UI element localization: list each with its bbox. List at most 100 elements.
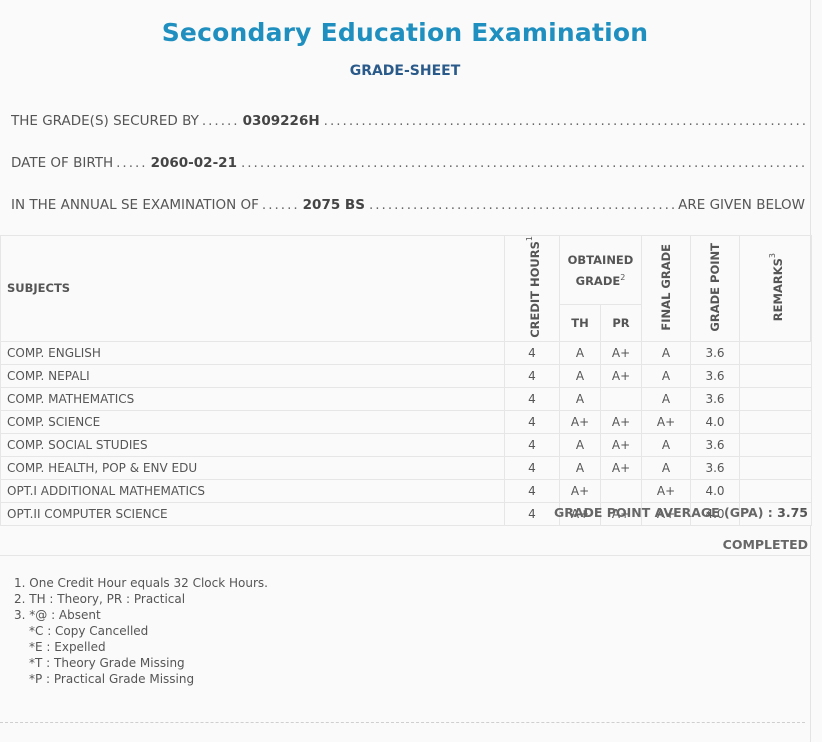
footnote: *P : Practical Grade Missing: [29, 672, 195, 686]
status-text: COMPLETED: [722, 537, 808, 552]
footnote: 1. One Credit Hour equals 32 Clock Hours…: [14, 576, 268, 590]
page-title: Secondary Education Examination: [161, 18, 649, 47]
grade-table: SUBJECTS CREDIT HOURS1 OBTAINED GRADE2 F…: [0, 234, 812, 526]
grade-point-cell: 4.0: [690, 501, 740, 526]
footnotes: 1. One Credit Hour equals 32 Clock Hours…: [14, 575, 268, 687]
th-grade-cell: A: [559, 432, 601, 457]
subject-cell: OPT.II COMPUTER SCIENCE: [0, 501, 505, 526]
subject-cell: COMP. MATHEMATICS: [0, 386, 505, 411]
dob-line: DATE OF BIRTH ..... 2060-02-21 .........…: [11, 155, 805, 171]
pr-grade-cell: A+: [600, 363, 642, 388]
final-grade-cell: A: [641, 340, 691, 365]
obtained-grade-header: OBTAINED GRADE2: [559, 234, 642, 306]
exam-label: IN THE ANNUAL SE EXAMINATION OF: [11, 197, 259, 213]
divider: [0, 555, 810, 556]
pr-grade-cell: A+: [600, 455, 642, 480]
final-grade-header: FINAL GRADE: [641, 235, 691, 342]
table-row: COMP. HEALTH, POP & ENV EDU 4 A A+ A 3.6: [0, 455, 812, 480]
pr-grade-cell: A+: [600, 340, 642, 365]
credit-cell: 4: [504, 478, 560, 503]
remarks-cell: [739, 409, 812, 434]
remarks-cell: [739, 386, 812, 411]
table-row: COMP. SCIENCE 4 A+ A+ A+ 4.0: [0, 409, 812, 434]
remarks-cell: [739, 363, 812, 388]
th-header: TH: [559, 304, 601, 342]
credit-cell: 4: [504, 386, 560, 411]
credit-cell: 4: [504, 409, 560, 434]
dot-leader-fill: ........................................…: [240, 155, 805, 171]
dob-value: 2060-02-21: [150, 155, 237, 171]
pr-grade-cell: [600, 386, 642, 411]
exam-year: 2075 BS: [302, 197, 365, 213]
grade-point-header: GRADE POINT: [690, 235, 740, 342]
page-subtitle: GRADE-SHEET: [349, 63, 461, 79]
gpa-label: GRADE POINT AVERAGE (GPA) :: [553, 505, 773, 520]
grade-point-cell: 3.6: [690, 363, 740, 388]
table-row: OPT.II COMPUTER SCIENCE 4 A+ A+ A+ 4.0: [0, 501, 812, 526]
table-row: COMP. ENGLISH 4 A A+ A 3.6: [0, 340, 812, 365]
pr-grade-cell: A+: [600, 409, 642, 434]
footnote: *E : Expelled: [29, 640, 106, 654]
pr-grade-cell: [600, 478, 642, 503]
subjects-header: SUBJECTS: [0, 235, 505, 342]
th-grade-cell: A: [559, 363, 601, 388]
credit-cell: 4: [504, 432, 560, 457]
subject-cell: COMP. SOCIAL STUDIES: [0, 432, 505, 457]
pr-header: PR: [600, 304, 642, 342]
grade-point-cell: 3.6: [690, 386, 740, 411]
gpa-line: GRADE POINT AVERAGE (GPA) : 3.75: [554, 505, 808, 520]
th-grade-cell: A+: [559, 409, 601, 434]
exam-line: IN THE ANNUAL SE EXAMINATION OF ...... 2…: [11, 197, 805, 213]
remarks-header: REMARKS3: [739, 235, 812, 342]
symbol-number: 0309226H: [242, 113, 320, 129]
secured-by-label: THE GRADE(S) SECURED BY: [11, 113, 199, 129]
dot-leader: ......: [261, 197, 300, 213]
subject-cell: COMP. ENGLISH: [0, 340, 505, 365]
grade-point-cell: 4.0: [690, 478, 740, 503]
credit-cell: 4: [504, 340, 560, 365]
pr-grade-cell: A+: [600, 501, 642, 526]
th-grade-cell: A: [559, 455, 601, 480]
table-row: COMP. MATHEMATICS 4 A A 3.6: [0, 386, 812, 411]
table-row: COMP. SOCIAL STUDIES 4 A A+ A 3.6: [0, 432, 812, 457]
subject-cell: COMP. NEPALI: [0, 363, 505, 388]
footnote: *T : Theory Grade Missing: [29, 656, 185, 670]
footnote: 3. *@ : Absent: [14, 608, 101, 622]
footnote: 2. TH : Theory, PR : Practical: [14, 592, 186, 606]
remarks-cell: [739, 501, 812, 526]
credit-cell: 4: [504, 455, 560, 480]
th-grade-cell: A: [559, 340, 601, 365]
final-grade-cell: A+: [641, 501, 691, 526]
pr-grade-cell: A+: [600, 432, 642, 457]
grade-point-cell: 3.6: [690, 340, 740, 365]
dot-leader: ......: [201, 113, 240, 129]
credit-cell: 4: [504, 363, 560, 388]
footnote: *C : Copy Cancelled: [29, 624, 149, 638]
subject-cell: COMP. HEALTH, POP & ENV EDU: [0, 455, 505, 480]
exam-tail: ARE GIVEN BELOW: [678, 197, 805, 213]
final-grade-cell: A: [641, 363, 691, 388]
dob-label: DATE OF BIRTH: [11, 155, 114, 171]
final-grade-cell: A: [641, 386, 691, 411]
remarks-cell: [739, 432, 812, 457]
th-grade-cell: A+: [559, 478, 601, 503]
remarks-cell: [739, 478, 812, 503]
dot-leader-fill: ........................................…: [323, 113, 805, 129]
gpa-value: 3.75: [777, 505, 808, 520]
remarks-cell: [739, 455, 812, 480]
secured-by-line: THE GRADE(S) SECURED BY ...... 0309226H …: [11, 113, 805, 129]
final-grade-cell: A: [641, 455, 691, 480]
remarks-cell: [739, 340, 812, 365]
th-grade-cell: A: [559, 386, 601, 411]
final-grade-cell: A: [641, 432, 691, 457]
table-row: OPT.I ADDITIONAL MATHEMATICS 4 A+ A+ 4.0: [0, 478, 812, 503]
subject-cell: OPT.I ADDITIONAL MATHEMATICS: [0, 478, 505, 503]
final-grade-cell: A+: [641, 409, 691, 434]
grade-point-cell: 4.0: [690, 409, 740, 434]
subject-cell: COMP. SCIENCE: [0, 409, 505, 434]
credit-hours-header: CREDIT HOURS1: [504, 235, 560, 342]
dot-leader-fill: ........................................…: [368, 197, 674, 213]
dot-leader: .....: [116, 155, 148, 171]
credit-cell: 4: [504, 501, 560, 526]
table-row: COMP. NEPALI 4 A A+ A 3.6: [0, 363, 812, 388]
